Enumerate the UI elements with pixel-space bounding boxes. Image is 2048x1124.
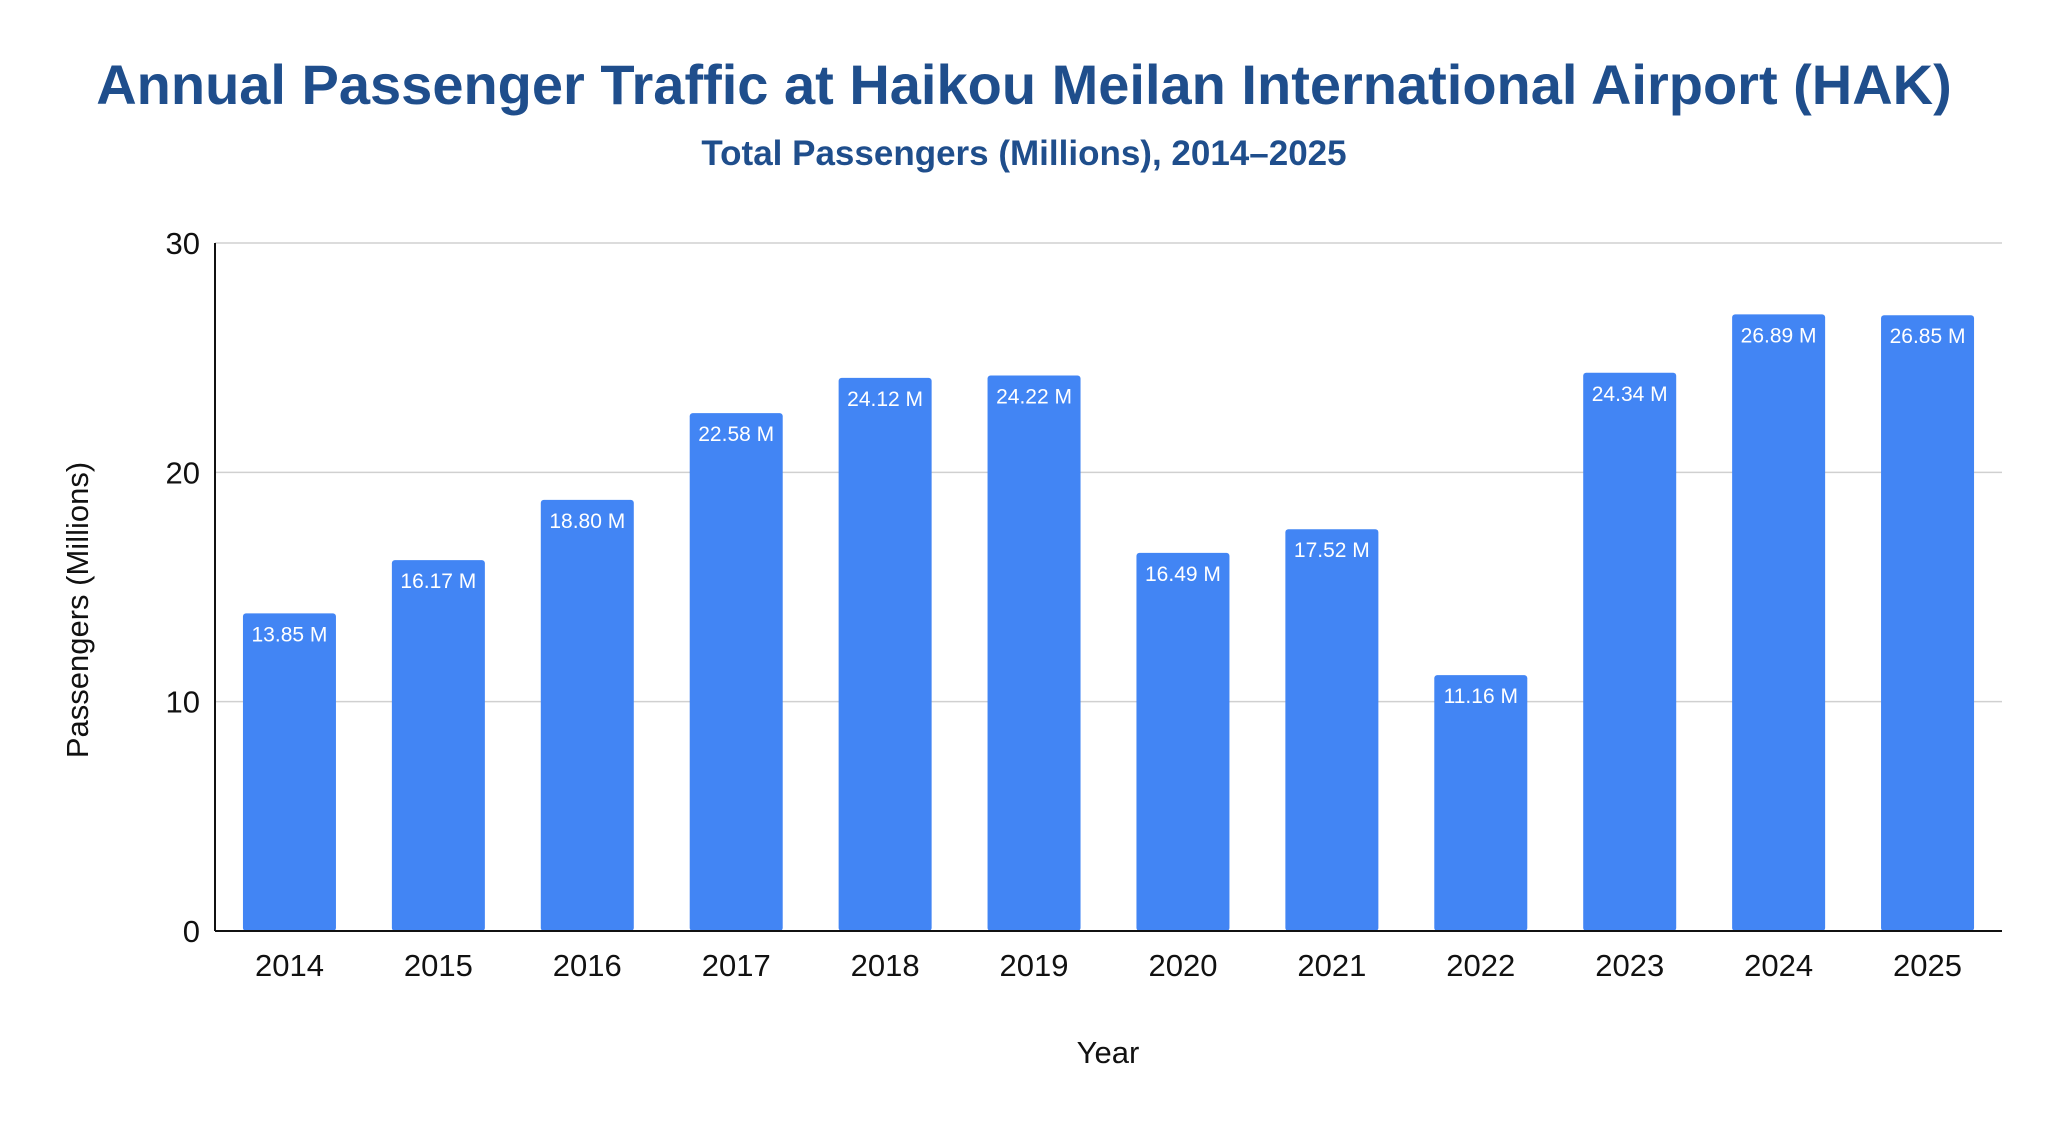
bar-value-label: 11.16 M	[1444, 685, 1518, 708]
x-tick-label: 2018	[851, 948, 920, 983]
x-tick-label: 2021	[1297, 948, 1366, 983]
bar	[1583, 372, 1677, 931]
bars	[242, 314, 1975, 932]
y-tick-label: 10	[166, 685, 200, 720]
y-tick-label: 20	[166, 455, 200, 490]
bar-value-label: 16.49 M	[1145, 563, 1221, 586]
bar	[1434, 675, 1528, 931]
bar-value-label: 13.85 M	[252, 623, 328, 646]
bar-value-label: 22.58 M	[698, 423, 774, 446]
x-tick-label: 2015	[404, 948, 473, 983]
bar-value-label: 26.85 M	[1890, 325, 1966, 348]
x-tick-label: 2017	[702, 948, 771, 983]
bar-value-label: 16.17 M	[400, 570, 476, 593]
bar	[987, 375, 1081, 931]
bar	[1136, 552, 1230, 931]
bar-value-label: 24.34 M	[1592, 383, 1668, 406]
bar	[689, 413, 783, 931]
y-axis-title: Passengers (Millions)	[60, 462, 95, 758]
bar	[242, 613, 336, 931]
bar	[1732, 314, 1826, 932]
x-tick-label: 2023	[1595, 948, 1664, 983]
bar-value-label: 17.52 M	[1294, 539, 1370, 562]
chart-subtitle: Total Passengers (Millions), 2014–2025	[701, 134, 1346, 173]
x-tick-label: 2014	[255, 948, 324, 983]
bar	[838, 377, 932, 931]
bar-value-label: 24.22 M	[996, 386, 1072, 409]
chart-title: Annual Passenger Traffic at Haikou Meila…	[96, 53, 1952, 116]
bar	[540, 499, 634, 931]
x-tick-label: 2022	[1446, 948, 1515, 983]
y-tick-label: 0	[183, 914, 200, 949]
bar-labels: 13.85 M 16.17 M 18.80 M 22.58 M 24.12 M 24.22…	[252, 324, 1966, 708]
bar	[1881, 315, 1975, 931]
x-tick-label: 2020	[1148, 948, 1217, 983]
x-tick-label: 2019	[1000, 948, 1069, 983]
x-tick-label: 2024	[1744, 948, 1813, 983]
y-tick-label: 30	[166, 226, 200, 261]
bar-value-label: 24.12 M	[847, 388, 923, 411]
x-tick-label: 2025	[1893, 948, 1962, 983]
y-axis-ticks: 0 10 20 30	[166, 226, 200, 949]
bar-value-label: 18.80 M	[549, 510, 625, 533]
x-axis-ticks: 2014 2015 2016 2017 2018 2019 2020 2021 2022 2023…	[255, 948, 1962, 983]
bar-value-label: 26.89 M	[1741, 324, 1817, 347]
gridlines	[215, 242, 2002, 703]
bar	[1285, 529, 1379, 931]
x-axis-title: Year	[1077, 1035, 1140, 1070]
x-tick-label: 2016	[553, 948, 622, 983]
bar	[391, 560, 485, 931]
